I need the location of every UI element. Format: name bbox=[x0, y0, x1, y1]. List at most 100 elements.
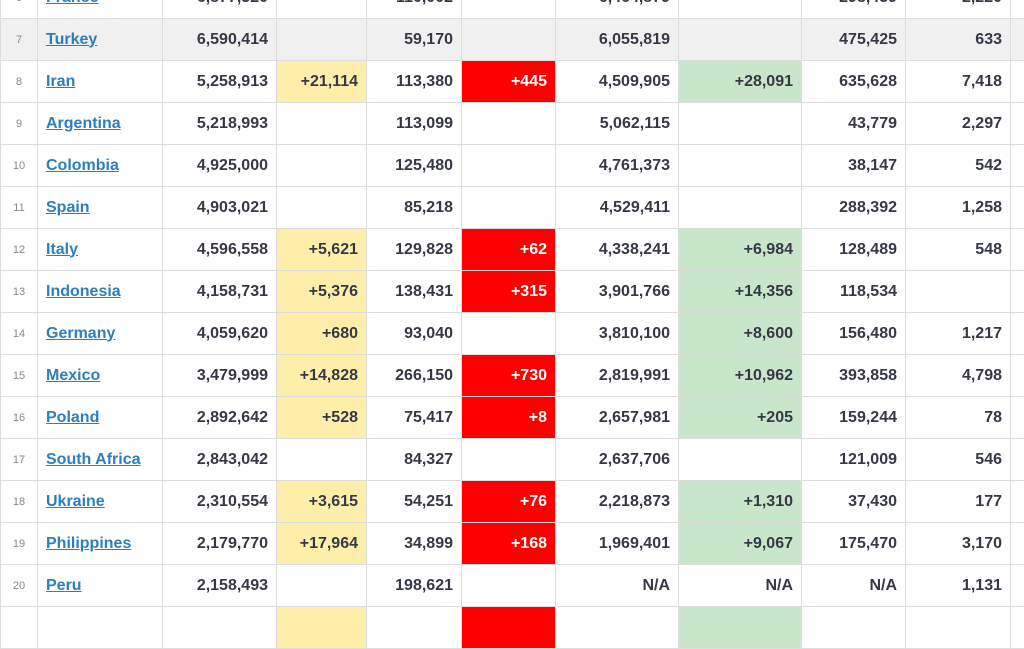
country-link[interactable]: Italy bbox=[46, 241, 78, 258]
serious-critical-cell: 542 bbox=[906, 145, 1011, 187]
total-deaths-cell: 113,099 bbox=[367, 103, 462, 145]
new-deaths-cell bbox=[462, 439, 556, 481]
new-cases-cell bbox=[277, 0, 367, 19]
country-link[interactable]: Indonesia bbox=[46, 283, 121, 300]
country-cell: Turkey bbox=[38, 19, 163, 61]
country-cell: Peru bbox=[38, 565, 163, 607]
total-deaths-cell: 85,218 bbox=[367, 187, 462, 229]
country-link[interactable]: Mexico bbox=[46, 367, 100, 384]
new-cases-cell bbox=[277, 439, 367, 481]
total-recovered-cell: 1,969,401 bbox=[556, 523, 679, 565]
total-cases-cell: 4,158,731 bbox=[163, 271, 277, 313]
serious-critical-cell: 1,217 bbox=[906, 313, 1011, 355]
new-deaths-cell bbox=[462, 607, 556, 649]
total-cases-cell: 2,892,642 bbox=[163, 397, 277, 439]
active-cases-cell: 288,392 bbox=[802, 187, 906, 229]
country-link[interactable]: Iran bbox=[46, 73, 75, 90]
country-link[interactable]: Argentina bbox=[46, 115, 121, 132]
serious-critical-cell bbox=[906, 607, 1011, 649]
new-cases-cell: +5,376 bbox=[277, 271, 367, 313]
active-cases-cell: 37,430 bbox=[802, 481, 906, 523]
country-link[interactable]: Germany bbox=[46, 325, 115, 342]
total-cases-cell: 4,059,620 bbox=[163, 313, 277, 355]
new-deaths-cell bbox=[462, 103, 556, 145]
country-cell: Indonesia bbox=[38, 271, 163, 313]
country-link[interactable]: France bbox=[46, 0, 98, 6]
total-deaths-cell: 54,251 bbox=[367, 481, 462, 523]
serious-critical-cell bbox=[906, 271, 1011, 313]
total-deaths-cell: 129,828 bbox=[367, 229, 462, 271]
country-cell: France bbox=[38, 0, 163, 19]
new-recovered-cell bbox=[679, 145, 802, 187]
table-edge-cell bbox=[1011, 397, 1024, 439]
new-recovered-cell bbox=[679, 607, 802, 649]
new-recovered-cell: +205 bbox=[679, 397, 802, 439]
country-cell: Ukraine bbox=[38, 481, 163, 523]
total-deaths-cell: 113,380 bbox=[367, 61, 462, 103]
total-cases-cell: 3,479,999 bbox=[163, 355, 277, 397]
new-cases-cell: +21,114 bbox=[277, 61, 367, 103]
active-cases-cell: 175,470 bbox=[802, 523, 906, 565]
active-cases-cell: 38,147 bbox=[802, 145, 906, 187]
country-link[interactable]: Spain bbox=[46, 199, 90, 216]
new-deaths-cell bbox=[462, 145, 556, 187]
serious-critical-cell: 548 bbox=[906, 229, 1011, 271]
total-deaths-cell bbox=[367, 607, 462, 649]
country-link[interactable]: Philippines bbox=[46, 535, 131, 552]
total-recovered-cell: 2,218,873 bbox=[556, 481, 679, 523]
new-recovered-cell: +8,600 bbox=[679, 313, 802, 355]
table-edge-cell bbox=[1011, 103, 1024, 145]
rank-cell: 17 bbox=[1, 439, 38, 481]
table-edge-cell bbox=[1011, 61, 1024, 103]
new-recovered-cell bbox=[679, 19, 802, 61]
table-edge-cell bbox=[1011, 187, 1024, 229]
country-cell: Spain bbox=[38, 187, 163, 229]
new-recovered-cell: N/A bbox=[679, 565, 802, 607]
total-deaths-cell: 75,417 bbox=[367, 397, 462, 439]
total-cases-cell: 4,903,021 bbox=[163, 187, 277, 229]
new-deaths-cell: +315 bbox=[462, 271, 556, 313]
total-recovered-cell: 2,657,981 bbox=[556, 397, 679, 439]
country-link[interactable]: Colombia bbox=[46, 157, 119, 174]
total-recovered-cell: 2,637,706 bbox=[556, 439, 679, 481]
country-cell: Iran bbox=[38, 61, 163, 103]
new-recovered-cell: +6,984 bbox=[679, 229, 802, 271]
serious-critical-cell: 78 bbox=[906, 397, 1011, 439]
table-edge-cell bbox=[1011, 523, 1024, 565]
total-cases-cell: 5,258,913 bbox=[163, 61, 277, 103]
new-deaths-cell bbox=[462, 565, 556, 607]
total-cases-cell: 2,843,042 bbox=[163, 439, 277, 481]
total-recovered-cell: 4,338,241 bbox=[556, 229, 679, 271]
new-recovered-cell bbox=[679, 103, 802, 145]
country-link[interactable]: Poland bbox=[46, 409, 99, 426]
active-cases-cell: 635,628 bbox=[802, 61, 906, 103]
rank-cell bbox=[1, 607, 38, 649]
country-cell: South Africa bbox=[38, 439, 163, 481]
total-deaths-cell: 198,621 bbox=[367, 565, 462, 607]
new-deaths-cell bbox=[462, 187, 556, 229]
total-deaths-cell: 84,327 bbox=[367, 439, 462, 481]
active-cases-cell: 156,480 bbox=[802, 313, 906, 355]
serious-critical-cell: 1,258 bbox=[906, 187, 1011, 229]
active-cases-cell: 393,858 bbox=[802, 355, 906, 397]
table-edge-cell bbox=[1011, 145, 1024, 187]
new-deaths-cell: +76 bbox=[462, 481, 556, 523]
country-link[interactable]: Peru bbox=[46, 577, 82, 594]
total-cases-cell: 4,925,000 bbox=[163, 145, 277, 187]
total-deaths-cell: 34,899 bbox=[367, 523, 462, 565]
new-recovered-cell: +9,067 bbox=[679, 523, 802, 565]
country-link[interactable]: Ukraine bbox=[46, 493, 105, 510]
country-link[interactable]: Turkey bbox=[46, 31, 97, 48]
total-cases-cell: 2,310,554 bbox=[163, 481, 277, 523]
total-deaths-cell: 93,040 bbox=[367, 313, 462, 355]
country-link[interactable]: South Africa bbox=[46, 451, 141, 468]
new-deaths-cell bbox=[462, 313, 556, 355]
rank-cell: 12 bbox=[1, 229, 38, 271]
